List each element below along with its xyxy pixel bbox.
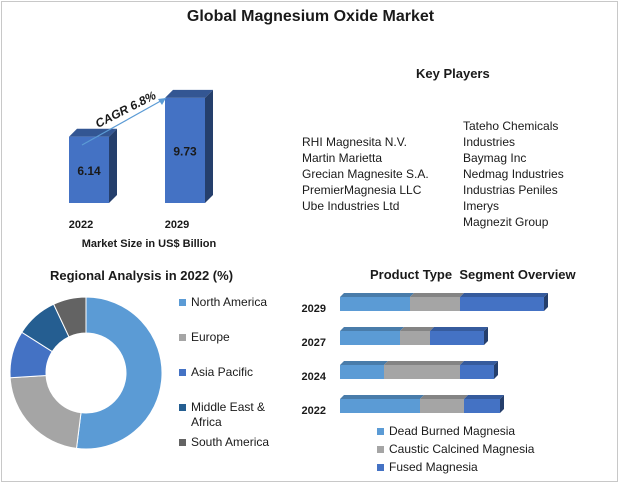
stack-segment-top — [384, 361, 464, 365]
market-bar-side — [205, 89, 213, 203]
cagr-arrow — [81, 97, 167, 146]
legend-swatch — [179, 439, 186, 446]
page-title: Global Magnesium Oxide Market — [186, 8, 435, 25]
legend-swatch — [179, 404, 186, 411]
market-bar-value: 9.73 — [173, 144, 197, 158]
stack-segment-top — [340, 327, 404, 331]
stack-segment-top — [430, 327, 488, 331]
key-player: Imerys — [463, 199, 499, 213]
stack-segment — [400, 331, 430, 345]
market-bar — [69, 136, 109, 203]
stack-segment — [430, 331, 484, 345]
key-players-right-list: Tateho Chemicals Industries Baymag Inc N… — [463, 118, 564, 230]
key-player: Martin Marietta — [302, 151, 383, 165]
stack-segment — [460, 297, 544, 311]
stack-segment-top — [340, 293, 414, 297]
stack-bar-end — [484, 327, 488, 345]
legend-label: Caustic Calcined Magnesia — [389, 442, 535, 456]
market-bar-top — [69, 128, 117, 137]
donut-slice — [9, 374, 82, 449]
stack-segment-top — [340, 395, 424, 399]
donut-slice — [75, 296, 163, 450]
stack-category-label: 2027 — [302, 337, 326, 349]
stack-category-label: 2029 — [302, 303, 326, 315]
stack-segment-top — [340, 361, 388, 365]
stack-segment-top — [410, 293, 464, 297]
stack-segment — [420, 399, 464, 413]
key-player: Industrias Peniles — [463, 183, 558, 197]
stack-segment-top — [420, 395, 468, 399]
legend-swatch — [179, 299, 186, 306]
stack-bar-end — [494, 361, 498, 379]
market-bar-value: 6.14 — [77, 164, 101, 178]
key-player: Tateho Chemicals — [463, 119, 559, 133]
legend-swatch — [377, 428, 384, 435]
cagr-arrow-head — [158, 98, 166, 105]
market-bar-side — [109, 128, 117, 203]
stack-segment — [460, 365, 494, 379]
market-bar-category: 2029 — [165, 219, 189, 231]
stack-segment — [464, 399, 500, 413]
legend-swatch — [179, 334, 186, 341]
stack-segment-top — [460, 293, 548, 297]
legend-label: Asia Pacific — [191, 365, 254, 379]
legend-label: North America — [191, 295, 268, 309]
key-players-title: Key Players — [416, 66, 490, 81]
key-player: Magnezit Group — [463, 215, 549, 229]
legend-label: Middle East & Africa — [191, 400, 266, 429]
stack-segment — [340, 331, 400, 345]
stack-bar-end — [500, 395, 504, 413]
market-bar — [165, 97, 205, 203]
legend-swatch — [179, 369, 186, 376]
stack-category-label: 2022 — [302, 405, 326, 417]
legend-label: Dead Burned Magnesia — [389, 424, 516, 438]
product-chart-title: Product Type Segment Overview — [370, 267, 576, 282]
legend-label: Fused Magnesia — [389, 460, 478, 474]
legend-swatch — [377, 446, 384, 453]
market-bar-category: 2022 — [69, 219, 93, 231]
cagr-label: CAGR 6.8% — [93, 88, 158, 131]
legend-label: Europe — [191, 330, 230, 344]
market-bar-top — [165, 89, 213, 98]
stack-segment — [340, 399, 420, 413]
regional-chart-title: Regional Analysis in 2022 (%) — [50, 268, 234, 283]
product-stacked-chart: 2029 2027 2024 2022 — [302, 293, 548, 417]
legend-label: South America — [191, 435, 270, 449]
key-player: Grecian Magnesite S.A. — [302, 167, 429, 181]
stack-segment-top — [400, 327, 434, 331]
stack-segment-top — [464, 395, 504, 399]
regional-donut-chart — [9, 296, 163, 450]
stack-segment — [340, 297, 410, 311]
key-players-left-list: RHI Magnesita N.V. Martin Marietta Greci… — [302, 134, 429, 214]
stack-bar-end — [544, 293, 548, 311]
key-player: Baymag Inc — [463, 151, 527, 165]
key-player: RHI Magnesita N.V. — [302, 135, 407, 149]
market-size-axis-label: Market Size in US$ Billion — [82, 238, 217, 250]
stack-category-label: 2024 — [302, 371, 327, 383]
donut-slice — [52, 296, 87, 338]
key-player: Ube Industries Ltd — [302, 199, 400, 213]
stack-segment-top — [460, 361, 498, 365]
stack-segment — [410, 297, 460, 311]
stack-segment — [340, 365, 384, 379]
key-player: Industries — [463, 135, 516, 149]
key-player: PremierMagnesia LLC — [302, 183, 422, 197]
legend-swatch — [377, 464, 384, 471]
key-player: Nedmag Industries — [463, 167, 564, 181]
stack-segment — [384, 365, 460, 379]
